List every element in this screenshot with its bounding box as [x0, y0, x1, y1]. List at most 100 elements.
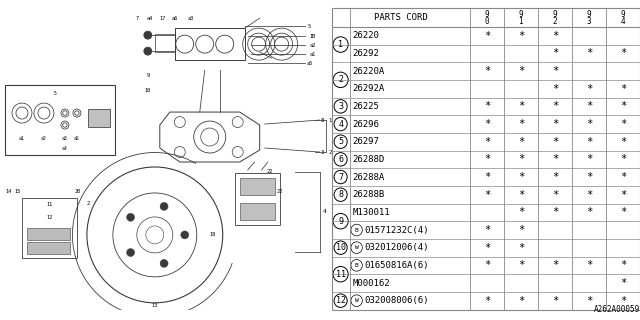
Text: IB: IB	[310, 34, 316, 39]
Text: 26225: 26225	[353, 102, 380, 111]
Text: a1: a1	[310, 52, 316, 57]
Text: *: *	[518, 260, 524, 270]
Text: *: *	[484, 31, 490, 41]
Text: 26288D: 26288D	[353, 155, 385, 164]
Circle shape	[144, 31, 152, 39]
Text: M000162: M000162	[353, 278, 390, 287]
Text: W: W	[355, 298, 358, 303]
Text: 3: 3	[321, 149, 324, 155]
Text: *: *	[552, 296, 558, 306]
Text: *: *	[552, 137, 558, 147]
Text: *: *	[484, 66, 490, 76]
Text: *: *	[620, 296, 626, 306]
Circle shape	[160, 260, 168, 268]
Circle shape	[180, 231, 189, 239]
Circle shape	[127, 249, 134, 257]
Text: 14: 14	[5, 189, 11, 195]
Text: *: *	[518, 172, 524, 182]
Text: 26292: 26292	[353, 49, 380, 58]
Text: *: *	[620, 190, 626, 200]
Circle shape	[127, 213, 134, 221]
Text: *: *	[484, 137, 490, 147]
Text: *: *	[518, 154, 524, 164]
Text: 13: 13	[152, 303, 158, 308]
Text: 01650816A(6): 01650816A(6)	[364, 261, 429, 270]
Text: *: *	[586, 137, 592, 147]
Text: *: *	[586, 172, 592, 182]
Text: 8: 8	[338, 190, 343, 199]
Text: 15: 15	[15, 189, 21, 195]
Text: 5: 5	[338, 137, 343, 146]
Text: 26288A: 26288A	[353, 172, 385, 181]
Text: *: *	[620, 278, 626, 288]
Text: 22: 22	[266, 170, 273, 174]
Text: *: *	[484, 190, 490, 200]
Text: *: *	[586, 296, 592, 306]
Text: *: *	[484, 260, 490, 270]
Text: *: *	[484, 243, 490, 253]
Text: *: *	[484, 154, 490, 164]
Text: *: *	[620, 172, 626, 182]
Circle shape	[160, 203, 168, 211]
Text: *: *	[586, 207, 592, 217]
Text: 8: 8	[321, 117, 324, 123]
Text: 4: 4	[323, 209, 326, 214]
Text: a3: a3	[188, 16, 194, 21]
Text: *: *	[620, 207, 626, 217]
Text: *: *	[552, 31, 558, 41]
Text: B: B	[355, 228, 358, 233]
Text: W: W	[355, 245, 358, 250]
Text: *: *	[620, 119, 626, 129]
Text: 22: 22	[276, 189, 283, 195]
Text: *: *	[484, 119, 490, 129]
Text: 2: 2	[86, 202, 90, 206]
Text: *: *	[586, 119, 592, 129]
Bar	[5, 85, 115, 155]
Text: 9: 9	[587, 10, 591, 19]
Text: PARTS CORD: PARTS CORD	[374, 13, 428, 22]
Text: *: *	[552, 84, 558, 94]
Text: *: *	[552, 207, 558, 217]
Bar	[22, 198, 77, 258]
Text: 11: 11	[335, 270, 346, 279]
Text: *: *	[620, 101, 626, 111]
Text: 18: 18	[210, 232, 216, 237]
Text: 3: 3	[587, 17, 591, 26]
Text: 9: 9	[621, 10, 625, 19]
Text: A262A00059: A262A00059	[594, 305, 640, 314]
Text: 01571232C(4): 01571232C(4)	[364, 226, 429, 235]
Text: *: *	[586, 48, 592, 58]
Text: a4: a4	[147, 16, 153, 21]
Text: B: B	[355, 263, 358, 268]
Text: *: *	[586, 101, 592, 111]
Text: *: *	[518, 119, 524, 129]
Text: *: *	[518, 66, 524, 76]
Text: *: *	[484, 225, 490, 235]
Text: *: *	[552, 260, 558, 270]
Text: 3: 3	[338, 102, 343, 111]
Text: 10: 10	[145, 88, 151, 92]
Text: 26220: 26220	[353, 31, 380, 40]
Text: 9: 9	[552, 10, 557, 19]
Text: *: *	[620, 84, 626, 94]
Bar	[27, 242, 70, 254]
Bar	[235, 173, 280, 225]
Text: a4: a4	[62, 146, 68, 150]
Text: 9: 9	[518, 10, 523, 19]
Text: *: *	[552, 101, 558, 111]
Text: *: *	[586, 84, 592, 94]
Circle shape	[144, 47, 152, 55]
Text: *: *	[484, 101, 490, 111]
Text: 032008006(6): 032008006(6)	[364, 296, 429, 305]
Text: 11: 11	[47, 203, 53, 207]
Bar	[175, 28, 244, 60]
Text: 17: 17	[159, 16, 166, 21]
Text: 1: 1	[328, 117, 332, 123]
Text: *: *	[518, 190, 524, 200]
Text: *: *	[484, 172, 490, 182]
Text: *: *	[552, 66, 558, 76]
Text: 10: 10	[335, 243, 346, 252]
Text: 2: 2	[552, 17, 557, 26]
Bar	[240, 203, 275, 220]
Text: *: *	[518, 101, 524, 111]
